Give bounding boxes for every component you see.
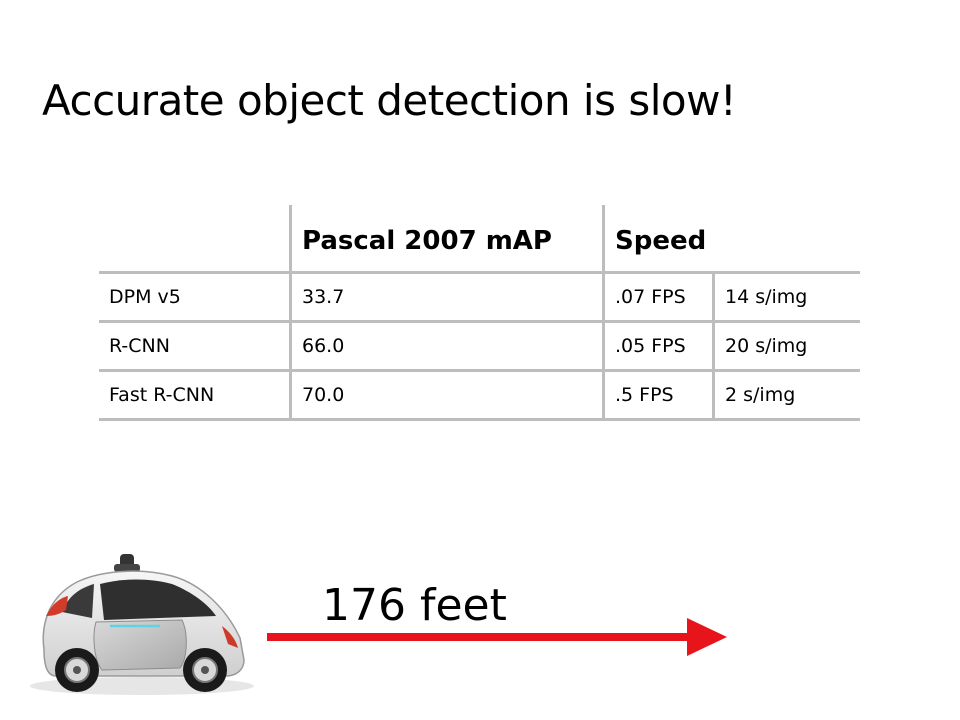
cell-map: 70.0 (289, 370, 604, 421)
cell-seconds-per-image: 2 s/img (712, 370, 860, 421)
distance-arrow (267, 618, 727, 656)
cell-fps: .5 FPS (602, 370, 714, 421)
header-cell-method (99, 205, 291, 274)
comparison-table: Pascal 2007 mAP Speed DPM v5 33.7 .07 FP… (99, 205, 860, 421)
cell-seconds-per-image: 20 s/img (712, 321, 860, 372)
cell-method: Fast R-CNN (99, 370, 291, 421)
arrow-shaft (267, 633, 687, 641)
self-driving-car-image (30, 554, 254, 695)
table-header-row: Pascal 2007 mAP Speed (99, 205, 860, 274)
cell-fps: .07 FPS (602, 272, 714, 323)
distance-label: 176 feet (322, 580, 507, 631)
cell-method: R-CNN (99, 321, 291, 372)
arrow-head (687, 618, 727, 656)
slide-title: Accurate object detection is slow! (42, 76, 737, 125)
cell-method: DPM v5 (99, 272, 291, 323)
cell-map: 33.7 (289, 272, 604, 323)
table-row: R-CNN 66.0 .05 FPS 20 s/img (99, 321, 860, 372)
header-cell-map: Pascal 2007 mAP (289, 205, 604, 274)
table-row: DPM v5 33.7 .07 FPS 14 s/img (99, 272, 860, 323)
cell-map: 66.0 (289, 321, 604, 372)
header-cell-speed: Speed (602, 205, 860, 274)
cell-fps: .05 FPS (602, 321, 714, 372)
table-row: Fast R-CNN 70.0 .5 FPS 2 s/img (99, 370, 860, 421)
cell-seconds-per-image: 14 s/img (712, 272, 860, 323)
